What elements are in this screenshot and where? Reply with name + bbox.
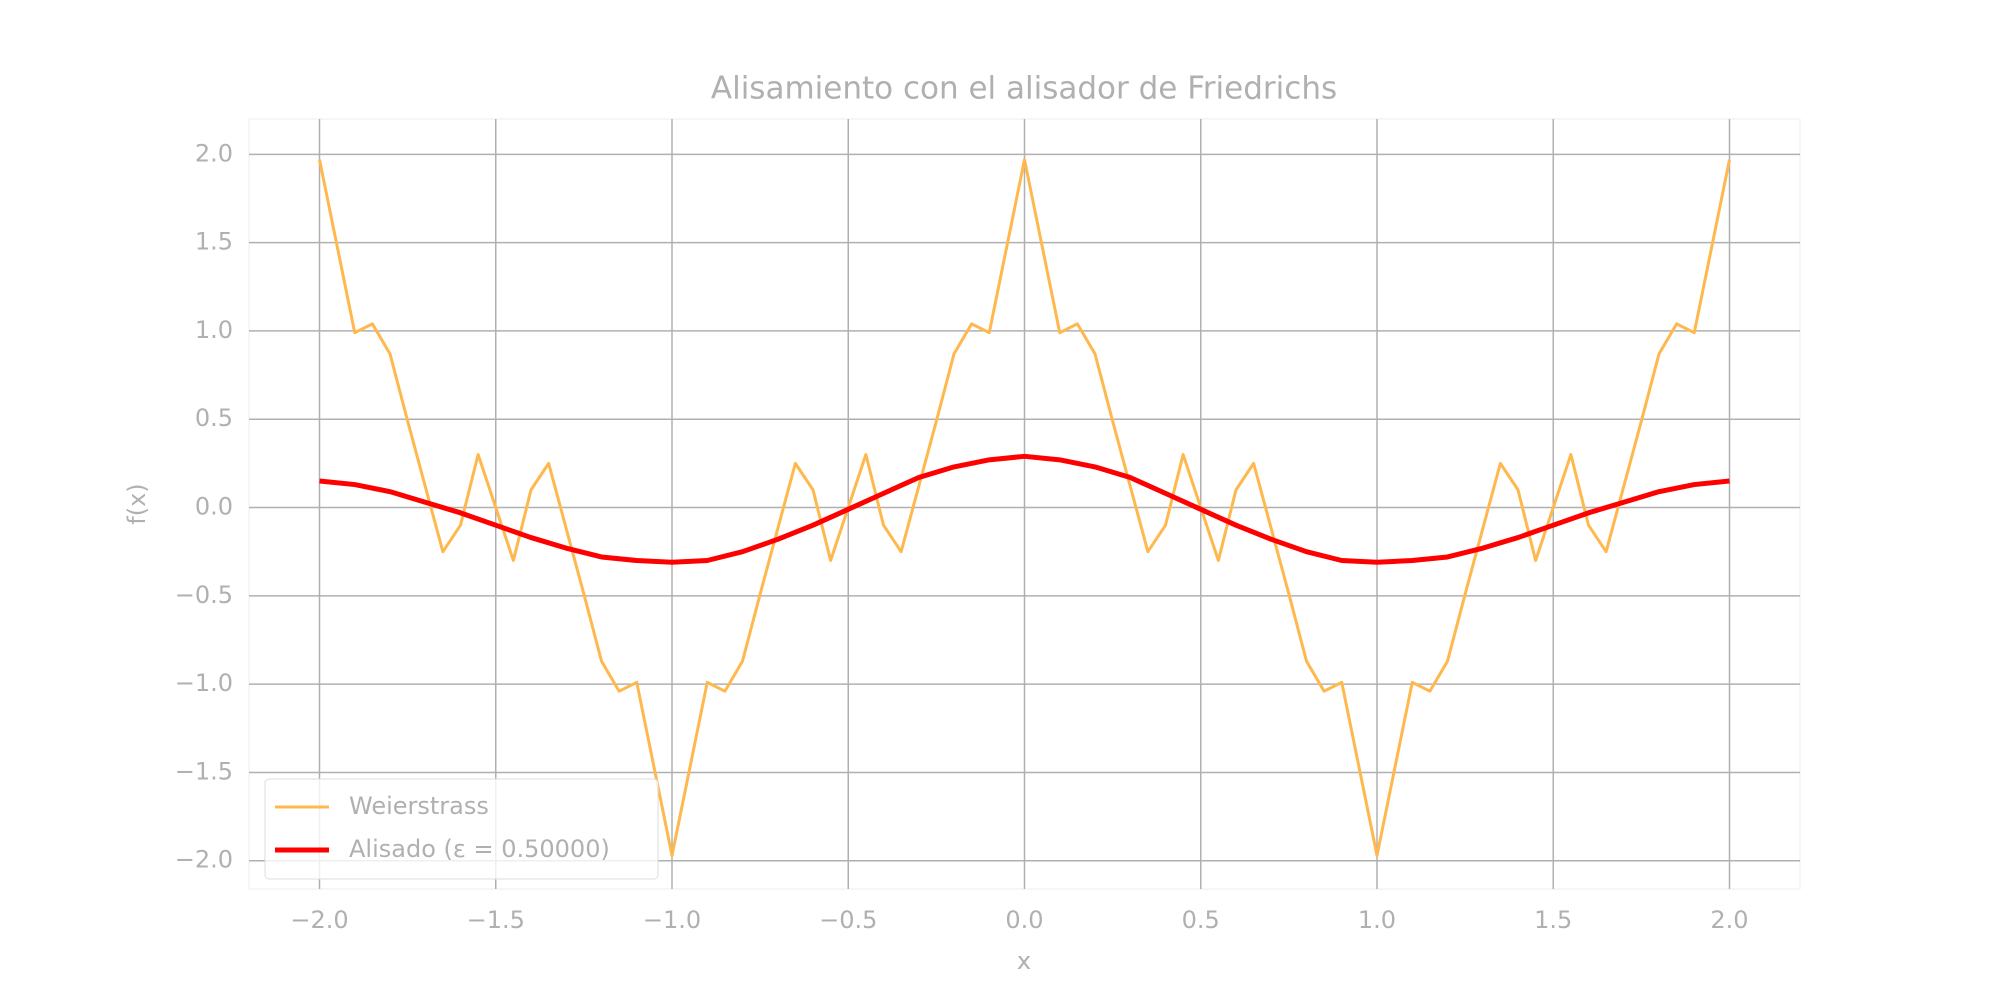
legend-label: Alisado (ε = 0.50000) <box>349 835 610 863</box>
y-tick-label: 0.0 <box>195 493 233 521</box>
y-tick-label: −2.0 <box>175 846 233 874</box>
y-tick-label: 2.0 <box>195 139 233 167</box>
series-line <box>319 453 1730 565</box>
x-tick-label: 0.5 <box>1182 906 1220 934</box>
x-tick-label: 1.5 <box>1534 906 1572 934</box>
legend-label: Weierstrass <box>349 792 489 820</box>
chart-title: Alisamiento con el alisador de Friedrich… <box>711 71 1337 107</box>
series-line <box>318 158 1731 857</box>
y-axis-label: f(x) <box>123 483 151 524</box>
x-axis-label: x <box>1017 947 1031 975</box>
y-tick-label: −0.5 <box>175 581 233 609</box>
legend-box <box>264 778 659 880</box>
x-tick-label: 0.0 <box>1005 906 1043 934</box>
y-tick-label: 1.0 <box>195 316 233 344</box>
y-tick-label: −1.5 <box>175 757 233 785</box>
x-tick-label: 1.0 <box>1358 906 1396 934</box>
x-tick-label: −2.0 <box>290 906 348 934</box>
y-tick-label: 0.5 <box>195 404 233 432</box>
y-tick-label: −1.0 <box>175 669 233 697</box>
x-tick-label: −1.0 <box>643 906 701 934</box>
x-tick-label: −0.5 <box>819 906 877 934</box>
x-tick-label: −1.5 <box>467 906 525 934</box>
y-tick-label: 1.5 <box>195 228 233 256</box>
x-tick-label: 2.0 <box>1710 906 1748 934</box>
